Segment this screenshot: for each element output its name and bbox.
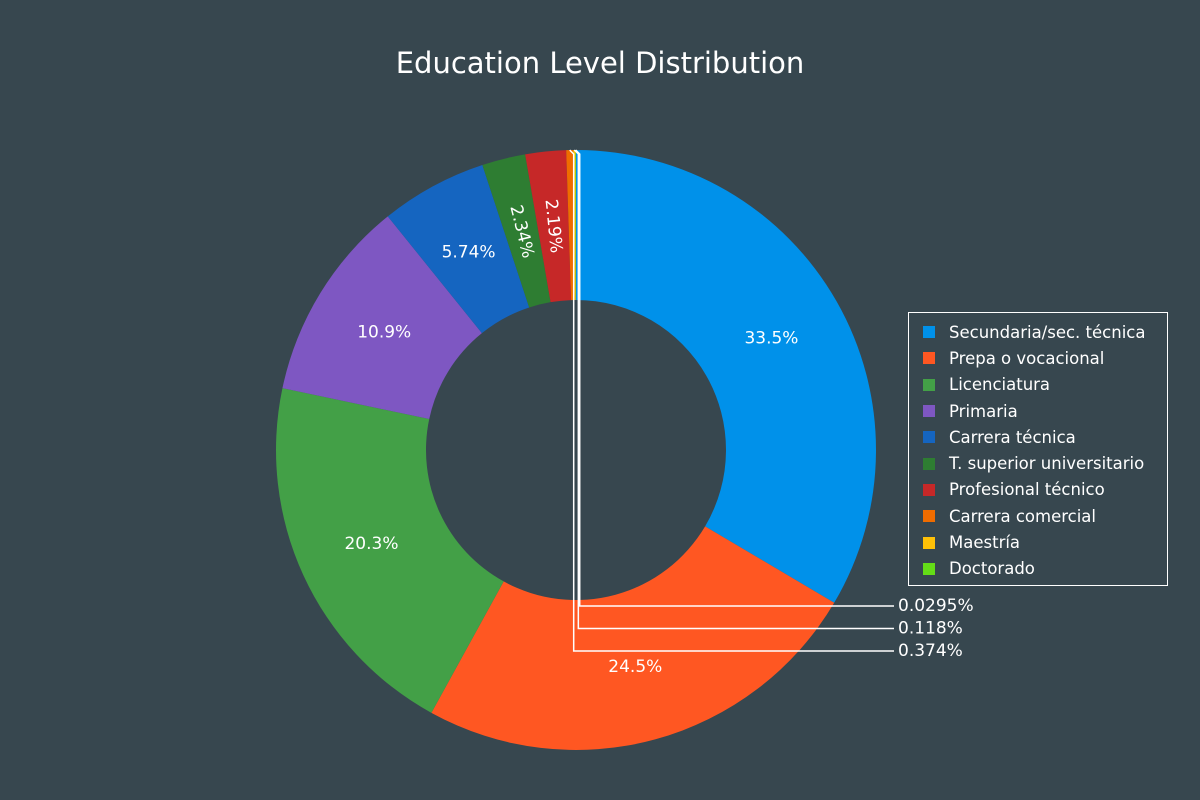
legend-swatch [923, 352, 935, 365]
slice-label-prepa-o-vocacional: 24.5% [608, 657, 662, 677]
legend-label: Carrera comercial [949, 506, 1097, 526]
slice-label-carrera-tecnica: 5.74% [442, 242, 496, 262]
leader-line-maestria [573, 149, 894, 630]
slice-label-maestria: 0.118% [898, 619, 963, 639]
legend-label: Primaria [949, 401, 1018, 421]
legend-item-secundaria-sec-tecnica[interactable]: Secundaria/sec. técnica [909, 319, 1167, 345]
slice-primaria[interactable] [282, 216, 482, 420]
slice-carrera-comercial[interactable] [566, 150, 575, 301]
legend-item-carrera-comercial[interactable]: Carrera comercial [909, 503, 1167, 529]
slice-label-secundaria-sec-tecnica: 33.5% [744, 329, 798, 349]
legend-label: Doctorado [949, 559, 1035, 579]
legend-swatch [923, 378, 935, 391]
slice-profesional-tecnico[interactable] [525, 150, 572, 303]
leader-line-carrera-comercial [569, 149, 894, 652]
slice-label-doctorado: 0.0295% [898, 596, 974, 616]
legend-item-t-superior-universitario[interactable]: T. superior universitario [909, 450, 1167, 476]
legend-swatch [923, 326, 935, 339]
legend-item-doctorado[interactable]: Doctorado [909, 556, 1167, 582]
legend-label: Profesional técnico [949, 480, 1105, 500]
legend-swatch [923, 431, 935, 444]
legend-label: Licenciatura [949, 375, 1051, 395]
legend-label: Maestría [949, 533, 1021, 553]
slice-licenciatura[interactable] [276, 388, 504, 713]
slice-carrera-tecnica[interactable] [387, 164, 530, 334]
slice-label-primaria: 10.9% [357, 322, 411, 342]
slice-prepa-o-vocacional[interactable] [431, 526, 835, 751]
legend-item-licenciatura[interactable]: Licenciatura [909, 372, 1167, 398]
chart-title: Education Level Distribution [395, 46, 805, 80]
legend-item-primaria[interactable]: Primaria [909, 398, 1167, 424]
legend-swatch [923, 510, 935, 523]
slice-doctorado[interactable] [575, 150, 576, 301]
slice-secundaria-sec-tecnica[interactable] [576, 150, 876, 603]
legend-label: Prepa o vocacional [949, 348, 1105, 368]
slice-label-carrera-comercial: 0.374% [898, 641, 963, 661]
legend-swatch [923, 536, 935, 549]
legend-item-profesional-tecnico[interactable]: Profesional técnico [909, 477, 1167, 503]
legend-swatch [923, 483, 935, 496]
legend-label: T. superior universitario [949, 454, 1145, 474]
slice-t-superior-universitario[interactable] [482, 154, 551, 308]
legend-label: Carrera técnica [949, 427, 1076, 447]
legend-item-maestria[interactable]: Maestría [909, 529, 1167, 555]
legend-swatch [923, 562, 935, 575]
slice-label-licenciatura: 20.3% [344, 534, 398, 554]
legend-item-prepa-o-vocacional[interactable]: Prepa o vocacional [909, 345, 1167, 371]
legend-swatch [923, 405, 935, 418]
chart-legend: Secundaria/sec. técnica Prepa o vocaciona… [908, 312, 1168, 586]
legend-item-carrera-tecnica[interactable]: Carrera técnica [909, 424, 1167, 450]
leader-line-doctorado [575, 149, 894, 607]
legend-swatch [923, 457, 935, 470]
legend-label: Secundaria/sec. técnica [949, 322, 1146, 342]
